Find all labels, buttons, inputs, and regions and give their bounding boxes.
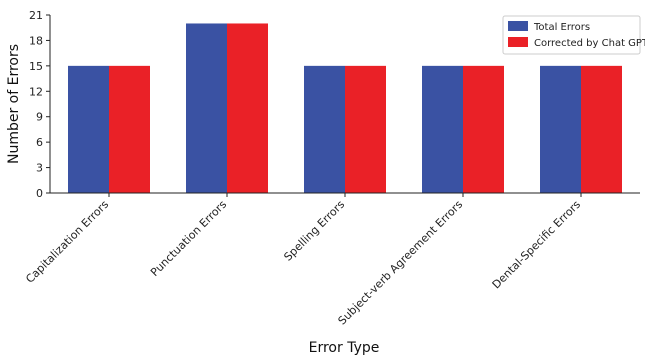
x-tick-label: Punctuation Errors xyxy=(148,198,229,279)
y-tick-label: 12 xyxy=(29,85,43,98)
y-tick-label: 0 xyxy=(36,187,43,200)
bar-corrected-0 xyxy=(109,65,150,193)
legend-label: Total Errors xyxy=(533,22,590,33)
x-axis-title: Error Type xyxy=(309,340,380,356)
y-axis-title: Number of Errors xyxy=(6,44,22,164)
bar-total-errors-1 xyxy=(186,23,227,193)
x-tick-label: Dental-Specific Errors xyxy=(490,198,584,292)
y-tick-label: 21 xyxy=(29,9,43,22)
y-tick-label: 18 xyxy=(29,34,43,47)
bar-total-errors-4 xyxy=(540,65,581,193)
bar-corrected-2 xyxy=(345,65,386,193)
bars-group xyxy=(68,23,622,193)
bar-total-errors-3 xyxy=(422,65,463,193)
y-tick-label: 6 xyxy=(36,136,43,149)
legend-swatch xyxy=(508,37,528,47)
y-tick-label: 3 xyxy=(36,162,43,175)
x-tick-label: Capitalization Errors xyxy=(23,198,111,286)
bar-corrected-3 xyxy=(463,65,504,193)
bar-corrected-4 xyxy=(581,65,622,193)
legend-label: Corrected by Chat GPT xyxy=(534,38,645,49)
x-tick-label: Spelling Errors xyxy=(281,198,347,264)
bar-total-errors-2 xyxy=(304,65,345,193)
x-tick-label: Subject-verb Agreement Errors xyxy=(336,198,466,328)
legend: Total Errors Corrected by Chat GPT xyxy=(502,15,645,55)
bar-corrected-1 xyxy=(227,23,268,193)
y-tick-label: 15 xyxy=(29,60,43,73)
x-axis: Capitalization Errors Punctuation Errors S… xyxy=(23,193,583,327)
legend-swatch xyxy=(508,21,528,31)
bar-total-errors-0 xyxy=(68,65,109,193)
legend-frame xyxy=(502,15,641,55)
y-axis: 0 3 6 9 12 15 18 21 xyxy=(29,9,50,200)
y-tick-label: 9 xyxy=(36,111,43,124)
